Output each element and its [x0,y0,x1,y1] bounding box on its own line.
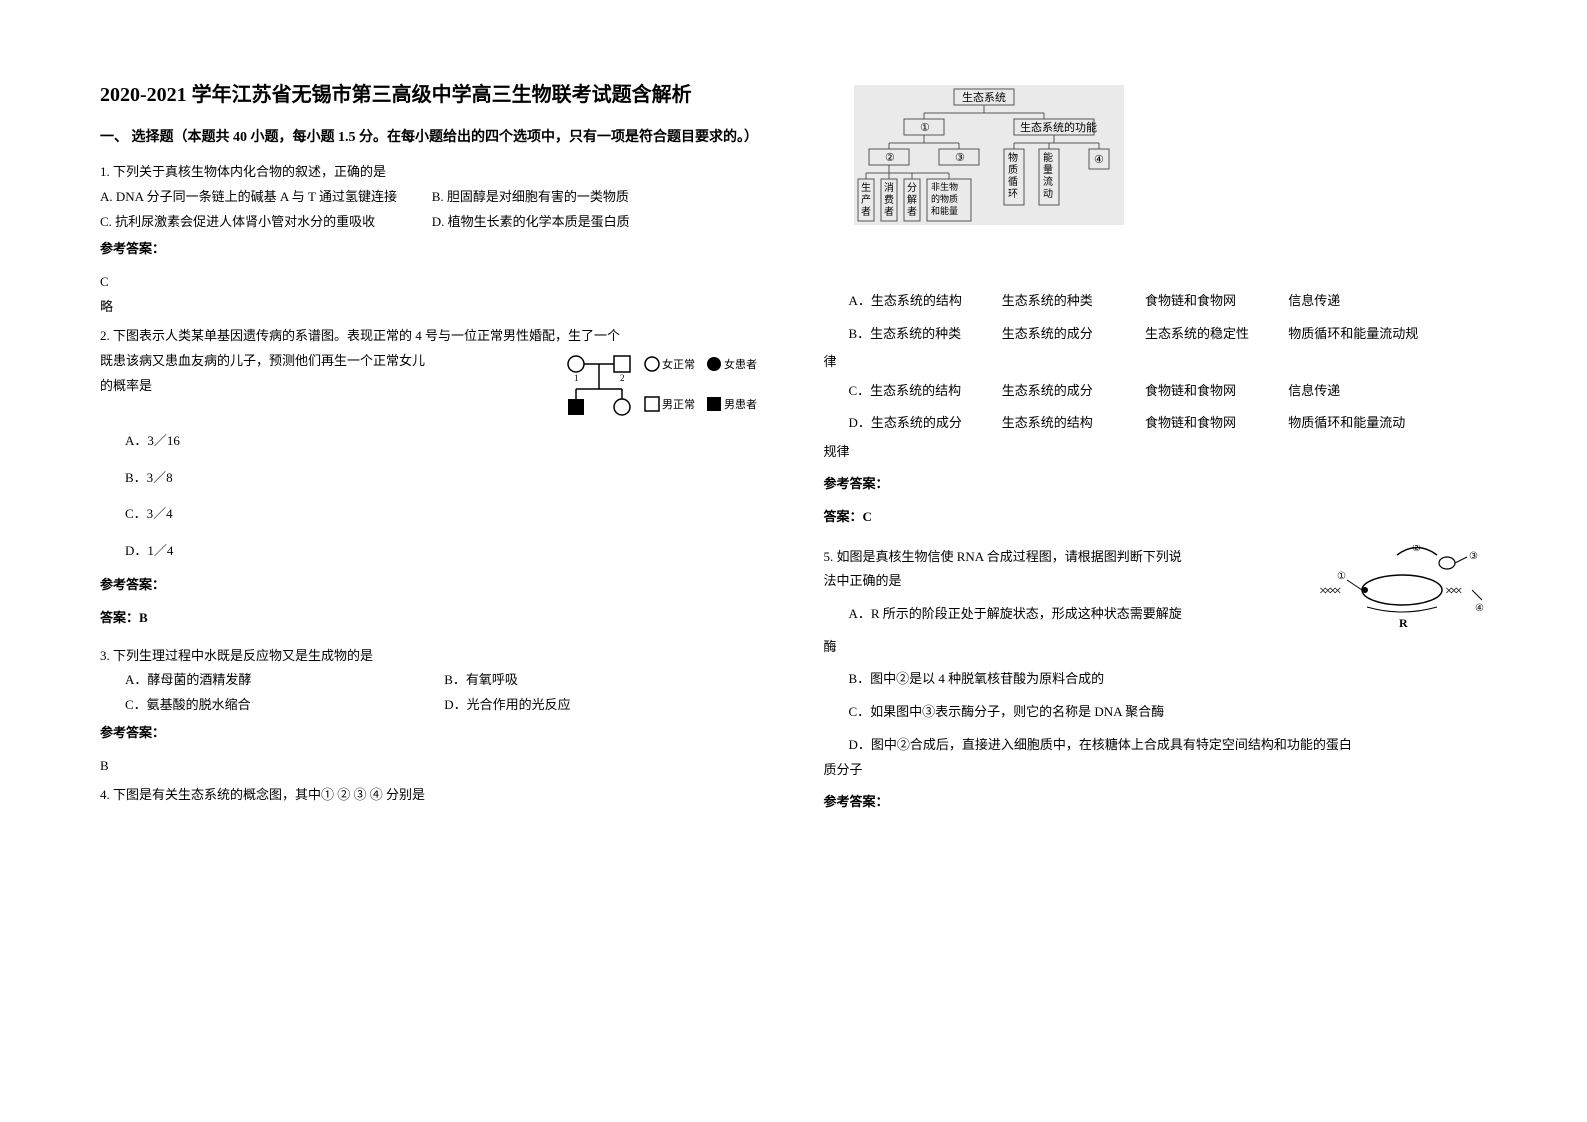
q3-answer-label: 参考答案： [100,721,764,746]
svg-text:R: R [1399,616,1408,630]
q2-optB: B．3／8 [100,464,764,493]
svg-text:量: 量 [1043,164,1053,176]
q2-answer: 答案：B [100,606,764,631]
q2-stem-1: 2. 下图表示人类某单基因遗传病的系谱图。表现正常的 4 号与一位正常男性婚配，… [100,324,764,349]
q4-answer: 答案：C [824,505,1488,530]
svg-text:××××: ×××× [1319,584,1341,599]
q4-answer-label: 参考答案： [824,472,1488,497]
rna-synthesis-figure: ② ③ ×××× ① ××× [1317,545,1487,635]
q3-optC: C．氨基酸的脱水缩合 [125,693,444,718]
svg-text:2: 2 [620,373,625,383]
question-3: 3. 下列生理过程中水既是反应物又是生成物的是 A．酵母菌的酒精发酵 B．有氧呼… [100,644,764,778]
svg-text:分: 分 [907,182,917,194]
svg-text:女患者: 女患者 [724,357,757,371]
svg-text:非生物: 非生物 [931,181,958,192]
q1-optC: C. 抗利尿激素会促进人体肾小管对水分的重吸收 [100,210,432,235]
q1-answer: C [100,270,764,295]
q1-optD: D. 植物生长素的化学本质是蛋白质 [432,210,764,235]
svg-text:者: 者 [884,206,894,218]
q2-answer-label: 参考答案： [100,573,764,598]
q4-optB: B．生态系统的种类 生态系统的成分 生态系统的稳定性 物质循环和能量流动规 [824,318,1488,351]
svg-text:者: 者 [861,206,871,218]
svg-text:③: ③ [955,152,965,164]
q5-optD: D．图中②合成后，直接进入细胞质中，在核糖体上合成具有特定空间结构和功能的蛋白 [824,733,1488,758]
svg-text:环: 环 [1008,189,1018,200]
svg-text:生: 生 [861,181,871,194]
q4-stem: 4. 下图是有关生态系统的概念图，其中① ② ③ ④ 分别是 [100,783,764,808]
q4-optD-cont: 规律 [824,440,1488,465]
pedigree-figure: 1 2 3 4 女正常 [564,349,764,419]
svg-text:流: 流 [1043,175,1053,188]
svg-text:②: ② [1412,545,1421,554]
svg-text:的物质: 的物质 [931,193,958,204]
q3-answer: B [100,754,764,779]
q1-note: 略 [100,295,764,320]
q4-optC: C．生态系统的结构 生态系统的成分 食物链和食物网 信息传递 [824,375,1488,408]
q1-stem: 1. 下列关于真核生物体内化合物的叙述，正确的是 [100,160,764,185]
q3-optA: A．酵母菌的酒精发酵 [125,668,444,693]
q3-optD: D．光合作用的光反应 [444,693,763,718]
q1-optB: B. 胆固醇是对细胞有害的一类物质 [432,185,764,210]
q5-optD-cont: 质分子 [824,758,1488,783]
question-4-stem: 4. 下图是有关生态系统的概念图，其中① ② ③ ④ 分别是 [100,783,764,808]
q4-optB-cont: 律 [824,350,1488,375]
right-column: 生态系统 ① 生态系统的功能 ② ③ [824,80,1488,820]
svg-text:解: 解 [907,193,917,206]
svg-text:生态系统: 生态系统 [962,90,1006,104]
svg-text:质: 质 [1008,164,1018,176]
q1-optA: A. DNA 分子同一条链上的碱基 A 与 T 通过氢键连接 [100,185,432,210]
svg-text:动: 动 [1043,188,1053,200]
question-2: 2. 下图表示人类某单基因遗传病的系谱图。表现正常的 4 号与一位正常男性婚配，… [100,324,764,630]
svg-text:产: 产 [861,193,871,206]
svg-text:女正常: 女正常 [662,357,695,371]
svg-text:④: ④ [1094,154,1104,166]
q3-optB: B．有氧呼吸 [444,668,763,693]
left-column: 2020-2021 学年江苏省无锡市第三高级中学高三生物联考试题含解析 一、 选… [100,80,764,820]
svg-text:循: 循 [1008,175,1018,188]
question-5: ② ③ ×××× ① ××× [824,545,1488,815]
q5-optA-cont: 酶 [824,635,1488,660]
svg-text:男患者: 男患者 [724,398,757,411]
ecosystem-diagram: 生态系统 ① 生态系统的功能 ② ③ [854,85,1124,225]
q3-stem: 3. 下列生理过程中水既是反应物又是生成物的是 [100,644,764,669]
q4-optA: A．生态系统的结构 生态系统的种类 食物链和食物网 信息传递 [824,285,1488,318]
q5-optC: C．如果图中③表示酶分子，则它的名称是 DNA 聚合酶 [824,700,1488,725]
svg-text:和能量: 和能量 [931,205,958,216]
svg-text:①: ① [1337,571,1346,582]
svg-text:物: 物 [1008,151,1018,164]
svg-text:费: 费 [884,193,894,206]
q2-optC: C．3／4 [100,500,764,529]
svg-text:①: ① [920,122,930,134]
svg-text:者: 者 [907,206,917,218]
question-1: 1. 下列关于真核生物体内化合物的叙述，正确的是 A. DNA 分子同一条链上的… [100,160,764,319]
svg-text:×××: ××× [1445,584,1462,599]
exam-title: 2020-2021 学年江苏省无锡市第三高级中学高三生物联考试题含解析 [100,80,764,110]
q2-optD: D．1／4 [100,537,764,566]
svg-text:男正常: 男正常 [662,398,695,411]
q4-optD: D．生态系统的成分 生态系统的结构 食物链和食物网 物质循环和能量流动 [824,407,1488,440]
svg-text:④: ④ [1475,603,1484,614]
svg-text:生态系统的功能: 生态系统的功能 [1020,120,1097,134]
svg-text:消: 消 [884,181,894,194]
svg-text:能: 能 [1043,151,1053,164]
q2-optA: A．3／16 [100,427,764,456]
q5-answer-label: 参考答案： [824,790,1488,815]
svg-text:③: ③ [1469,551,1478,562]
svg-text:②: ② [885,152,895,164]
q5-optB: B．图中②是以 4 种脱氧核苷酸为原料合成的 [824,667,1488,692]
svg-text:1: 1 [574,373,579,383]
q1-answer-label: 参考答案： [100,237,764,262]
section-heading: 一、 选择题（本题共 40 小题，每小题 1.5 分。在每小题给出的四个选项中，… [100,125,764,150]
